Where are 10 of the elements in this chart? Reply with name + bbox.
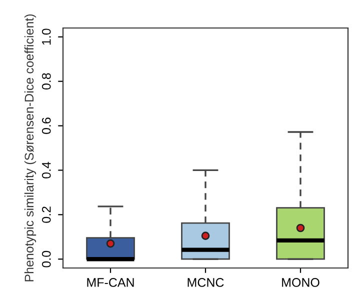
x-tick-label: MCNC — [188, 278, 224, 287]
y-tick-label: 0.8 — [42, 73, 51, 90]
y-tick-label: 0.6 — [42, 118, 51, 134]
y-tick-label: 1.0 — [42, 28, 51, 45]
y-tick-label: 0.0 — [42, 250, 51, 268]
x-tick-label: MF-CAN — [87, 278, 134, 287]
y-tick-label: 0.4 — [42, 162, 51, 178]
y-axis-title: Phenotypic similarity (Sørensen-Dice coefficient) — [24, 14, 36, 282]
y-tick-label: 0.2 — [42, 206, 51, 223]
x-tick-label: MONO — [282, 278, 320, 287]
